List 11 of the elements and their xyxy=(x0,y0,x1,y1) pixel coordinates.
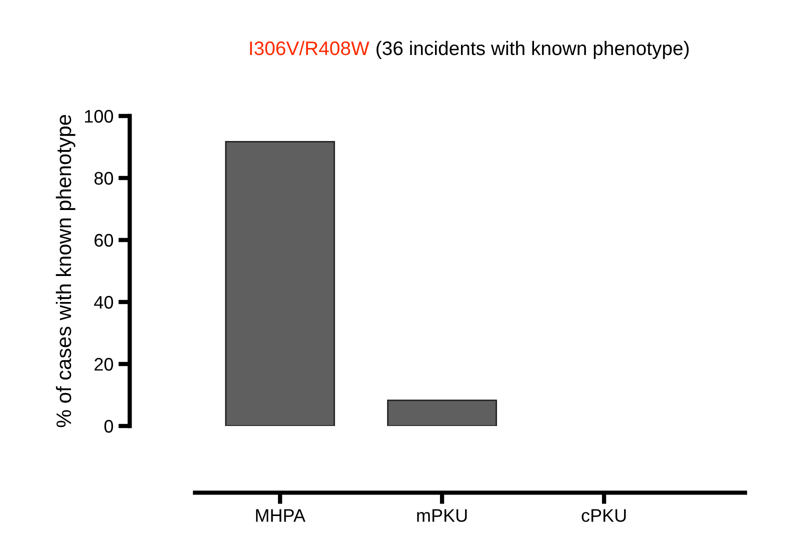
y-tick-label: 60 xyxy=(94,234,114,247)
x-tick-label: mPKU xyxy=(417,509,467,522)
y-tick-label: 80 xyxy=(94,172,114,185)
y-tick-label: 0 xyxy=(104,420,114,433)
y-tick-label: 40 xyxy=(94,296,114,309)
y-axis-title: % of cases with known phenotype xyxy=(56,114,76,428)
x-tick-label: MHPA xyxy=(256,509,306,522)
x-tick-label: cPKU xyxy=(582,509,626,522)
y-tick-label: 20 xyxy=(94,358,114,371)
y-tick-label: 100 xyxy=(85,110,114,123)
chart-title: I306V/R408W (36 incidents with known phenotype) xyxy=(250,40,689,60)
